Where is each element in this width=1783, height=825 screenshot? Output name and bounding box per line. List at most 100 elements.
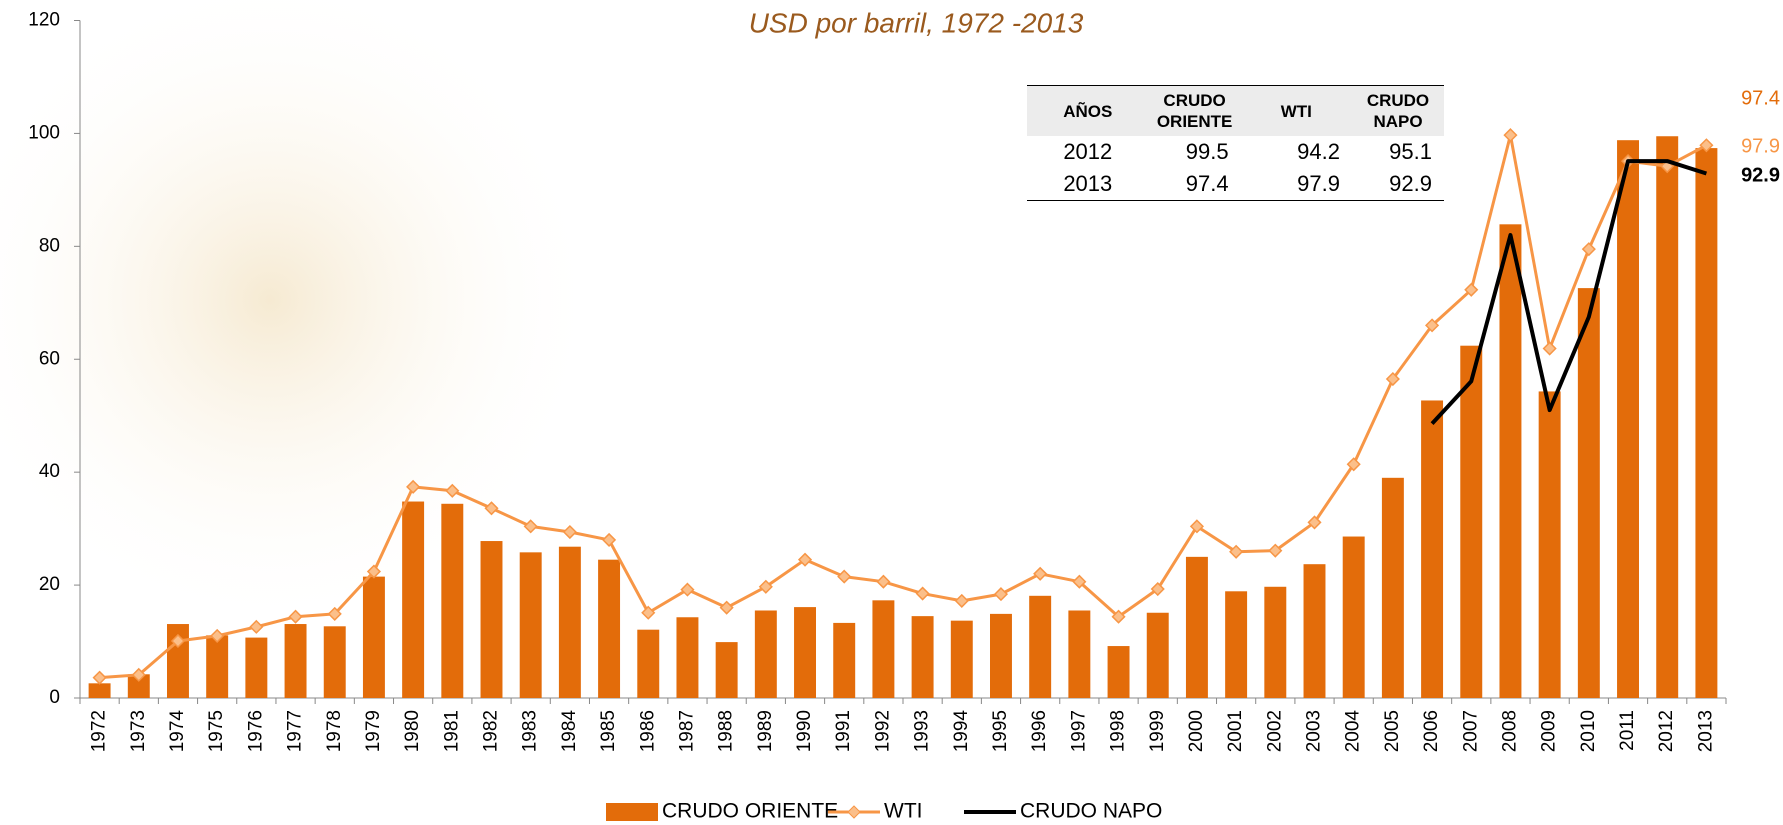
line-marker	[1504, 129, 1516, 141]
bar	[520, 552, 542, 698]
table-cell: 94.2	[1241, 136, 1352, 168]
bar	[1460, 346, 1482, 698]
y-tick-label: 20	[39, 574, 60, 595]
bar	[990, 614, 1012, 698]
x-tick-label: 1997	[1068, 710, 1089, 752]
bar	[559, 547, 581, 698]
bar	[441, 504, 463, 698]
line-marker	[1034, 568, 1046, 580]
table-cell: 97.9	[1241, 168, 1352, 201]
x-tick-label: 2001	[1225, 710, 1246, 752]
x-tick-label: 1994	[951, 710, 972, 753]
x-tick-label: 2004	[1343, 710, 1364, 753]
bar	[1578, 288, 1600, 698]
x-tick-label: 1985	[598, 710, 619, 752]
x-tick-label: 1982	[481, 710, 502, 752]
y-tick-label: 0	[49, 687, 60, 708]
summary-table: AÑOSCRUDO ORIENTEWTICRUDO NAPO 201299.59…	[1027, 85, 1444, 201]
x-tick-label: 1991	[833, 710, 854, 752]
y-tick-label: 60	[39, 348, 60, 369]
bar	[245, 638, 267, 698]
line-marker	[564, 526, 576, 538]
x-tick-label: 2007	[1460, 710, 1481, 752]
x-tick-label: 2013	[1695, 710, 1716, 752]
legend-marker	[848, 806, 860, 818]
x-tick-label: 1981	[441, 710, 462, 752]
legend-label: CRUDO ORIENTE	[662, 800, 838, 823]
table-cell: 92.9	[1352, 168, 1444, 201]
legend-item: WTI	[828, 800, 922, 823]
bar	[1147, 613, 1169, 698]
line-marker	[877, 576, 889, 588]
x-tick-label: 1975	[206, 710, 227, 752]
bar	[794, 607, 816, 698]
bar	[1343, 537, 1365, 698]
bar	[1264, 587, 1286, 698]
bar	[1068, 610, 1090, 698]
bar	[1617, 140, 1639, 698]
line-marker	[1583, 243, 1595, 255]
table-cell: 97.4	[1149, 168, 1241, 201]
x-tick-label: 2009	[1539, 710, 1560, 752]
bar	[676, 617, 698, 698]
bar	[1029, 596, 1051, 698]
bar	[833, 623, 855, 698]
x-tick-label: 1995	[990, 710, 1011, 752]
y-tick-label: 100	[28, 122, 60, 143]
table-cell: 95.1	[1352, 136, 1444, 168]
x-tick-label: 1987	[676, 710, 697, 752]
x-tick-label: 2002	[1264, 710, 1285, 752]
x-tick-label: 2005	[1382, 710, 1403, 752]
bar	[285, 624, 307, 698]
x-tick-label: 1984	[559, 710, 580, 753]
x-tick-label: 1976	[245, 710, 266, 752]
page: USD por barril, 1972 -2013 0204060801001…	[0, 0, 1783, 825]
bar	[1225, 591, 1247, 698]
table-column-header: CRUDO ORIENTE	[1149, 86, 1241, 137]
x-tick-label: 1972	[89, 710, 110, 752]
x-tick-label: 2003	[1304, 710, 1325, 752]
bar	[1382, 478, 1404, 698]
bar	[912, 616, 934, 698]
line-marker	[721, 602, 733, 614]
table-cell: 99.5	[1149, 136, 1241, 168]
x-tick-label: 2011	[1617, 710, 1638, 751]
legend-item: CRUDO NAPO	[964, 800, 1162, 823]
table-column-header: CRUDO NAPO	[1352, 86, 1444, 137]
bar	[1539, 391, 1561, 698]
bar	[324, 626, 346, 698]
legend-swatch	[606, 803, 658, 821]
legend-label: CRUDO NAPO	[1020, 800, 1162, 823]
x-tick-label: 1980	[402, 710, 423, 752]
bar	[1186, 557, 1208, 698]
bar	[363, 577, 385, 698]
bar	[951, 621, 973, 698]
line-marker	[603, 534, 615, 546]
line-marker	[1544, 343, 1556, 355]
x-tick-label: 2012	[1656, 710, 1677, 752]
table-row: 201299.594.295.1	[1027, 136, 1444, 168]
x-tick-label: 2010	[1578, 710, 1599, 752]
x-tick-label: 1989	[755, 710, 776, 752]
bar	[1695, 148, 1717, 698]
x-tick-label: 1988	[716, 710, 737, 752]
y-tick-label: 120	[28, 10, 60, 31]
chart-title: USD por barril, 1972 -2013	[749, 7, 1084, 38]
bar	[89, 683, 111, 698]
bar	[481, 541, 503, 698]
table-cell: 2013	[1027, 168, 1149, 201]
x-tick-label: 1983	[520, 710, 541, 752]
line-marker	[995, 588, 1007, 600]
x-tick-label: 1986	[637, 710, 658, 752]
x-tick-label: 1979	[363, 710, 384, 752]
x-tick-label: 1992	[872, 710, 893, 752]
table-cell: 2012	[1027, 136, 1149, 168]
bar	[1499, 224, 1521, 698]
chart: USD por barril, 1972 -2013 0204060801001…	[0, 0, 1783, 825]
bar	[598, 560, 620, 698]
line-marker	[525, 520, 537, 532]
line-marker	[956, 595, 968, 607]
x-tick-label: 1993	[912, 710, 933, 752]
x-tick-label: 1998	[1108, 710, 1129, 752]
x-tick-label: 1999	[1147, 710, 1168, 752]
